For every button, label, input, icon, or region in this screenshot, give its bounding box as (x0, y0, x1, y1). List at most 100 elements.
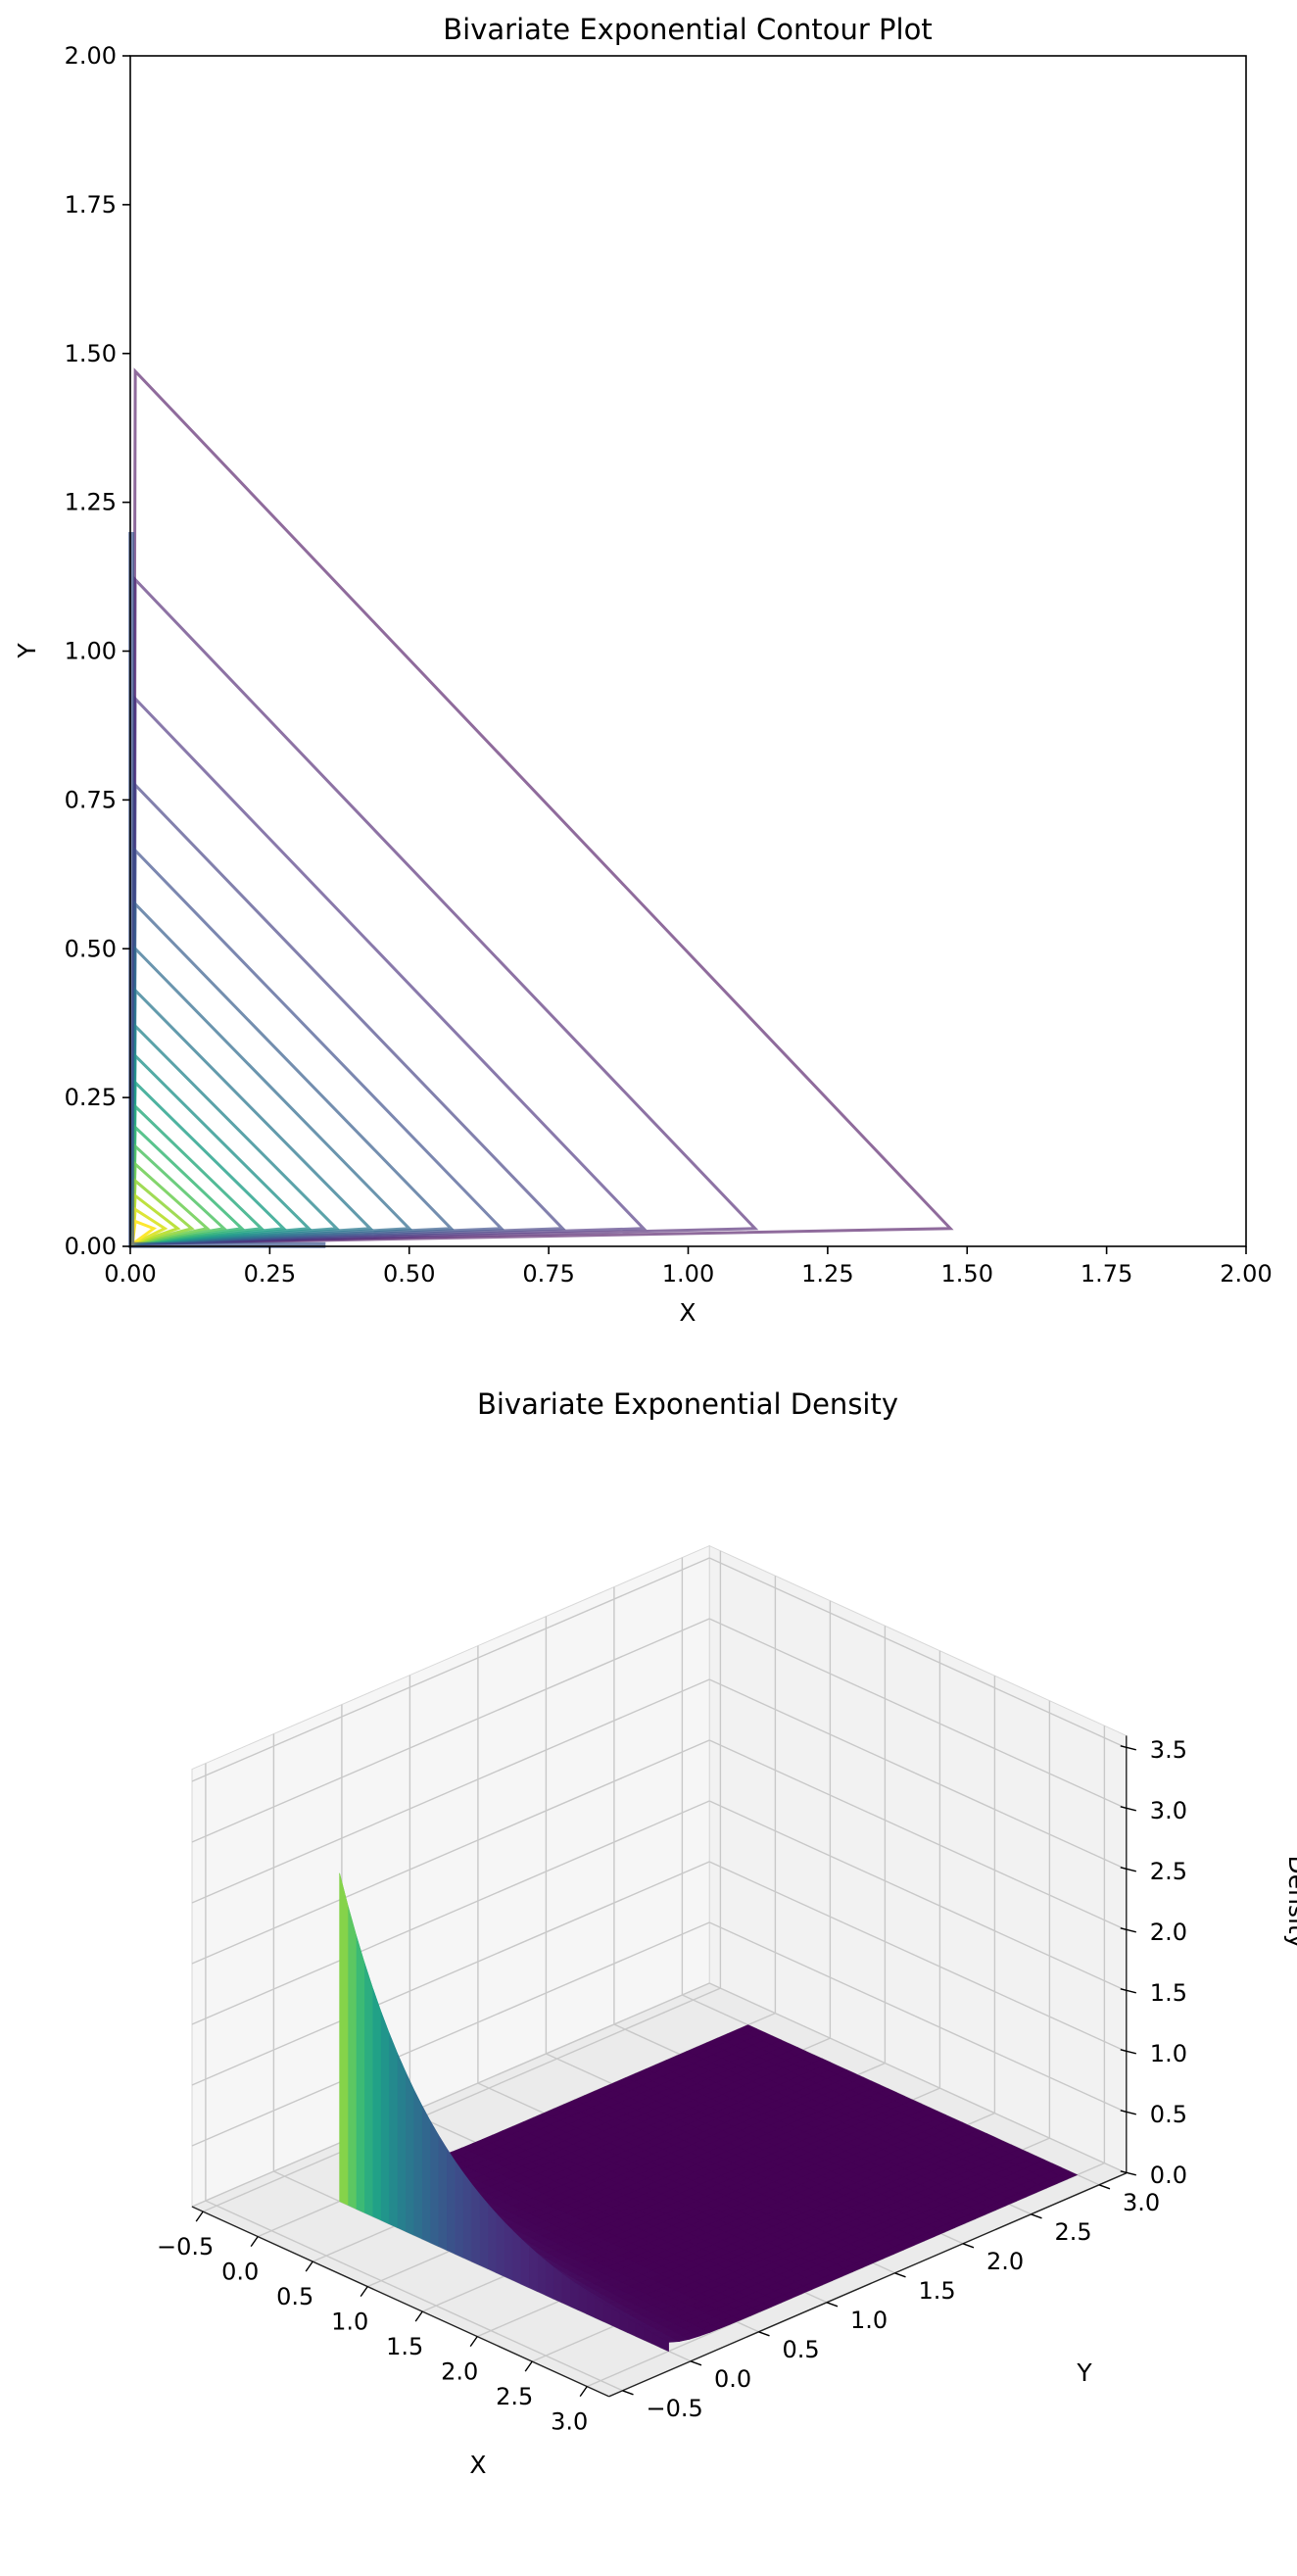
y-tick-label: 3.0 (1123, 2189, 1160, 2216)
surface-y-axis-label: Y (1076, 2358, 1092, 2387)
contour-x-axis-label: X (679, 1298, 696, 1327)
surface-patch (528, 2245, 538, 2292)
surface-patch (438, 2133, 448, 2251)
x-tick-label: 1.75 (1081, 1260, 1132, 1288)
x-tick-mark (469, 2336, 478, 2348)
surface-patch (429, 2119, 439, 2247)
gridline (191, 1557, 710, 1782)
z-tick-mark (1120, 1867, 1136, 1872)
x-tick-mark (524, 2360, 533, 2372)
gridline (708, 1557, 1128, 1749)
y-tick-label: 1.25 (65, 489, 117, 516)
surface-patch (470, 2182, 480, 2266)
x-tick-label: 1.0 (331, 2309, 368, 2336)
surface-patch (536, 2253, 546, 2296)
density-surface (339, 1872, 1079, 2353)
z-tick-mark (1120, 1806, 1136, 1812)
z-tick-mark (1120, 1745, 1136, 1751)
x-tick-label: 0.50 (383, 1260, 435, 1288)
surface-patch (421, 2105, 431, 2244)
x-tick-mark (305, 2260, 313, 2272)
contour-lines (128, 367, 954, 1248)
gridline (191, 1982, 710, 2208)
surface-x-axis-label: X (469, 2451, 486, 2479)
y-tick-label: 2.00 (65, 42, 117, 70)
x-tick-label: 1.50 (941, 1260, 993, 1288)
surface-patch (462, 2171, 472, 2262)
z-tick-label: 1.5 (1150, 1979, 1187, 2007)
z-tick-label: 0.0 (1150, 2162, 1187, 2189)
surface-patch (339, 1872, 349, 2206)
z-tick-label: 3.0 (1150, 1797, 1187, 1824)
surface-patch (520, 2237, 530, 2289)
x-tick-mark (250, 2236, 259, 2248)
surface-patch (446, 2147, 456, 2255)
y-tick-label: 1.75 (65, 191, 117, 219)
surface-patch (511, 2229, 521, 2285)
gridline (708, 1678, 1128, 1871)
surface-patch (545, 2260, 554, 2300)
contour-line (128, 532, 326, 1248)
surface-patch (495, 2211, 504, 2277)
x-tick-label: 0.5 (276, 2283, 313, 2310)
x-tick-label: 2.0 (441, 2358, 478, 2386)
z-tick-label: 2.5 (1150, 1858, 1187, 1885)
x-tick-label: 1.5 (386, 2333, 423, 2360)
y-tick-label: 0.00 (65, 1233, 117, 1260)
surface-patch (454, 2160, 463, 2259)
y-tick-label: 0.5 (783, 2336, 820, 2363)
y-tick-label: 2.5 (1055, 2218, 1092, 2246)
z-tick-mark (1120, 1988, 1136, 1994)
surface-x-ticks: −0.5 0.0 0.5 1.0 1.5 2.0 2.5 3.0 (157, 2211, 588, 2436)
surface-patch (405, 2071, 414, 2236)
surface-patch (356, 1934, 365, 2213)
x-tick-label: 1.00 (662, 1260, 714, 1288)
surface-z-ticks: 0.0 0.5 1.0 1.5 2.0 2.5 3.0 3.5 (1120, 1736, 1187, 2189)
surface-patch (504, 2221, 513, 2281)
contour-y-axis-label: Y (13, 643, 41, 659)
gridline (708, 1739, 1128, 1931)
z-tick-label: 0.5 (1150, 2101, 1187, 2128)
y-tick-label: 0.0 (714, 2365, 751, 2393)
surface-patch (479, 2193, 489, 2269)
x-tick-mark (360, 2286, 368, 2298)
surface-patch (397, 2052, 407, 2232)
y-tick-mark (826, 2302, 839, 2308)
surface-patch (363, 1962, 373, 2217)
x-tick-mark (579, 2386, 588, 2398)
x-tick-label: −0.5 (157, 2233, 214, 2260)
surface-patch (347, 1905, 357, 2210)
contour-chart-title: Bivariate Exponential Contour Plot (443, 13, 932, 46)
y-axis-line (608, 2172, 1128, 2398)
y-tick-mark (1098, 2184, 1111, 2190)
x-tick-label: 1.25 (801, 1260, 853, 1288)
y-tick-mark (690, 2360, 702, 2366)
y-tick-label: 1.50 (65, 340, 117, 367)
y-tick-mark (1031, 2213, 1042, 2219)
gridline (708, 1921, 1128, 2114)
y-tick-mark (758, 2331, 770, 2337)
x-tick-label: 0.00 (104, 1260, 156, 1288)
surface-y-ticks: −0.5 0.0 0.5 1.0 1.5 2.0 2.5 3.0 (622, 2184, 1160, 2422)
z-tick-label: 1.0 (1150, 2040, 1187, 2067)
contour-plot-area (130, 56, 1246, 1246)
gridline (708, 1982, 1128, 2174)
contour-y-ticks: 0.00 0.25 0.50 0.75 1.00 1.25 1.50 1.75 2.00 (65, 42, 130, 1260)
surface-patch (388, 2032, 398, 2228)
x-tick-label: 0.25 (244, 1260, 296, 1288)
x-tick-label: 0.0 (221, 2259, 259, 2286)
gridline (191, 1800, 710, 2025)
x-tick-label: 2.5 (496, 2383, 533, 2410)
y-tick-label: 2.0 (986, 2248, 1024, 2275)
z-tick-label: 3.5 (1150, 1736, 1187, 1764)
y-tick-label: 0.75 (65, 786, 117, 813)
z-tick-mark (1120, 1927, 1136, 1933)
gridline (708, 1800, 1128, 1992)
z-tick-mark (1120, 2049, 1136, 2055)
y-tick-mark (962, 2243, 975, 2249)
gridline (191, 1678, 710, 1904)
x-axis-line (191, 2206, 609, 2398)
contour-x-ticks: 0.00 0.25 0.50 0.75 1.00 1.25 1.50 1.75 2.00 (104, 1246, 1273, 1288)
y-tick-label: 0.50 (65, 935, 117, 962)
